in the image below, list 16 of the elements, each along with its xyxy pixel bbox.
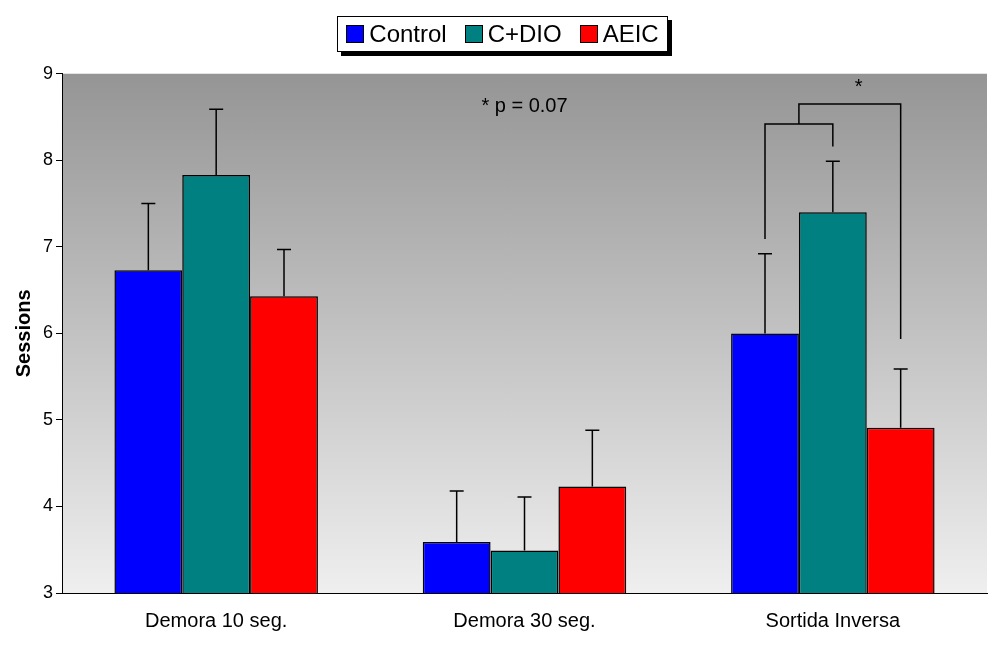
y-tick-label: 6	[43, 322, 54, 343]
legend-label: AEIC	[602, 20, 659, 48]
annotation: *	[854, 75, 863, 98]
x-tick-label: Demora 10 seg.	[145, 608, 288, 631]
y-tick-label: 3	[43, 581, 54, 602]
y-tick-label: 5	[43, 408, 54, 429]
annotation: * p = 0.07	[481, 94, 568, 117]
legend-label: Control	[369, 20, 447, 48]
y-tick-label: 9	[43, 62, 54, 83]
x-tick-label: Demora 30 seg.	[453, 608, 596, 631]
x-tick-label: Sortida Inversa	[765, 608, 901, 631]
y-tick-label: 8	[43, 149, 54, 170]
y-axis-title: Sessions	[11, 289, 34, 378]
legend-label: C+DIO	[487, 20, 562, 48]
y-tick-label: 7	[43, 235, 54, 256]
y-tick-label: 4	[43, 495, 54, 516]
